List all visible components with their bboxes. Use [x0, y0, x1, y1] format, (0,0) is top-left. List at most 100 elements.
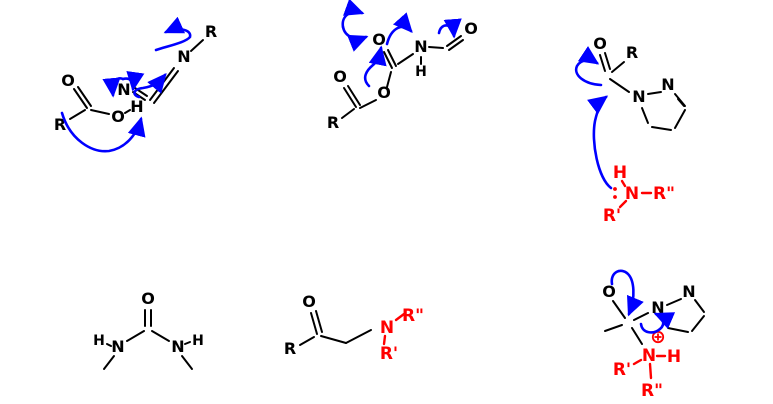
ring-bond: [651, 126, 672, 131]
bond: [299, 336, 315, 346]
bond: [106, 343, 112, 347]
bond-double-2: [604, 52, 611, 70]
curved-arrow-curl-lower: [341, 25, 369, 52]
ammonium-r2-label: R": [641, 381, 663, 401]
bond: [428, 46, 444, 49]
bond: [184, 341, 191, 345]
atom-label-o-hydroxyl: O: [111, 107, 125, 126]
bond: [190, 39, 204, 52]
electron-arrows-panel1: [60, 16, 192, 153]
bond-double-2: [347, 85, 361, 106]
curved-arrow-pi-shift: [133, 73, 167, 99]
structure-activated-intermediate: R O O O N H O: [327, 19, 478, 132]
ammonium-r1-label: R': [613, 360, 631, 380]
structure-carbodiimide: N N R: [117, 22, 217, 104]
bond: [397, 53, 414, 65]
bond: [359, 99, 377, 109]
atom-label-n: N: [414, 37, 427, 56]
atom-label-n-ring1: N: [632, 87, 645, 106]
bond-double-2: [448, 39, 464, 51]
atom-label-n1: N: [111, 337, 124, 356]
bond-double-1: [310, 312, 318, 335]
atom-label-h: H: [415, 64, 427, 80]
bond-double-1: [446, 35, 462, 47]
atom-label-o-right: O: [464, 19, 478, 38]
ammonium-n-label: N: [642, 346, 656, 366]
bond: [151, 330, 170, 342]
amine-h-label: H: [613, 163, 627, 183]
ring-bond: [694, 299, 705, 313]
bond: [631, 327, 643, 345]
atom-label-n-ring2: N: [661, 75, 674, 94]
atom-label-r: R: [327, 113, 339, 132]
atom-label-h2: H: [192, 333, 204, 349]
ammonium-group: N H R' R": [613, 330, 681, 401]
atom-label-r: R: [626, 43, 638, 62]
lone-pair-dot: [613, 195, 617, 199]
electron-arrows-panel3: [574, 46, 613, 190]
electron-arrows-panel4: [610, 269, 676, 334]
amine-n-label: N: [625, 184, 639, 204]
atom-label-n-ring2: N: [682, 282, 695, 301]
bond: [124, 109, 131, 114]
bond-double-2: [77, 86, 92, 107]
atom-label-o: O: [602, 282, 616, 301]
atom-label-o: O: [593, 34, 607, 53]
bond: [320, 335, 347, 344]
bond-double-1: [599, 54, 606, 72]
red-bond-n-h: [620, 179, 627, 188]
curved-arrow-lone-pair-curl: [154, 16, 192, 52]
bond-double-2: [387, 49, 397, 67]
red-bond-n-r2: [394, 312, 406, 322]
bond: [90, 109, 110, 115]
ring-bond: [641, 107, 649, 124]
red-bond-n-r1: [618, 199, 628, 209]
atom-label-n2: N: [177, 47, 190, 66]
bond: [69, 109, 86, 120]
structure-acyl-species: O R N N: [593, 34, 686, 131]
bond: [345, 329, 372, 344]
atom-label-n-ring1: N: [651, 298, 664, 317]
amine-r2-label: R": [653, 184, 675, 204]
ring-bond: [667, 327, 689, 333]
curved-arrow-carbonyl-curl: [574, 46, 603, 87]
curved-arrow-collapse-loop: [610, 269, 644, 317]
structure-tetrahedral-intermediate: O N N: [602, 282, 705, 345]
bond: [609, 78, 630, 93]
red-bond-n-r1: [382, 334, 387, 346]
structure-urea-byproduct: O N H N H: [93, 289, 204, 370]
bond: [126, 330, 145, 342]
atom-label-o-ester: O: [377, 83, 391, 102]
amine-nucleophile: H N R" R': [603, 163, 675, 226]
curved-arrow-amine-attack: [587, 95, 613, 190]
ring-bond: [691, 315, 705, 332]
bond: [612, 300, 626, 319]
bond: [386, 71, 392, 88]
bond: [611, 61, 625, 73]
curved-arrow-up: [363, 45, 387, 88]
atom-label-r2: R: [205, 22, 217, 41]
bond: [181, 355, 193, 370]
structure-carboxylic-acid: R O O H: [54, 71, 144, 134]
bond: [633, 312, 649, 321]
amide-r1-label: R': [380, 344, 398, 364]
atom-label-o: O: [141, 289, 155, 308]
atom-label-n2: N: [171, 337, 184, 356]
curved-arrow-deprotonation-curl: [639, 312, 676, 334]
curved-arrow-proton-transfer-right: [121, 70, 145, 92]
red-bond-n-r2: [648, 362, 653, 380]
atom-label-h: H: [130, 97, 143, 116]
amide-n-label: N: [380, 318, 394, 338]
atom-label-h1: H: [93, 333, 105, 349]
atom-label-o-top: O: [372, 30, 386, 49]
atom-label-r: R: [284, 339, 296, 358]
red-bond-r1-n: [632, 358, 643, 366]
atom-label-o: O: [302, 292, 316, 311]
amide-amine-part: R" N R': [380, 306, 424, 364]
amine-r1-label: R': [603, 206, 621, 226]
bond: [103, 355, 115, 370]
curved-arrow-hump: [385, 12, 413, 46]
atom-label-o-carbonyl: O: [61, 71, 75, 90]
